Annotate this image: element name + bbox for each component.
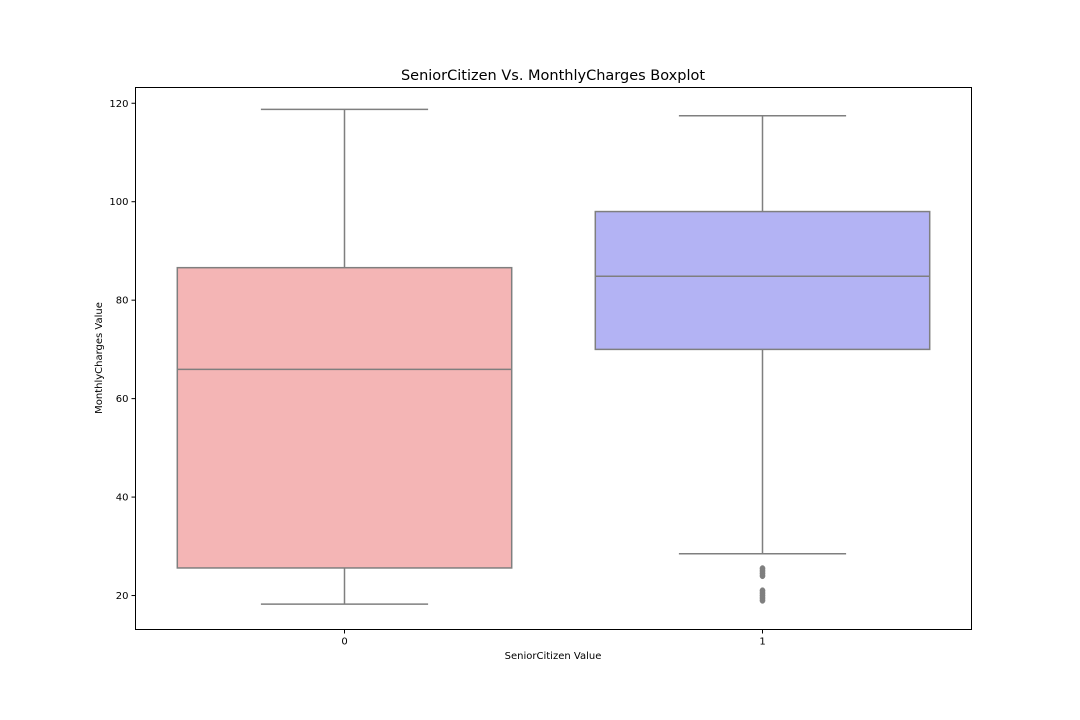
x-tick-label: 1 — [759, 637, 765, 648]
x-tick-label: 0 — [341, 637, 347, 648]
y-tick-label: 100 — [109, 197, 128, 208]
chart-title: SeniorCitizen Vs. MonthlyCharges Boxplot — [401, 68, 705, 84]
x-axis-label: SeniorCitizen Value — [505, 651, 602, 662]
y-axis-label: MonthlyCharges Value — [94, 302, 105, 414]
outlier-point — [759, 587, 766, 594]
y-tick-label: 40 — [116, 493, 129, 504]
y-tick-label: 120 — [109, 99, 128, 110]
y-tick-label: 60 — [116, 394, 129, 405]
outlier-point — [759, 565, 766, 572]
plot-area: 20 40 60 80 100 120 0 1 — [109, 99, 931, 648]
y-tick-label: 80 — [116, 296, 129, 307]
box-group-1 — [594, 115, 931, 604]
iqr-box — [176, 266, 513, 569]
iqr-box — [594, 210, 931, 351]
plot-frame — [135, 87, 972, 630]
box-group-0 — [176, 108, 513, 605]
y-tick-label: 20 — [116, 591, 129, 602]
